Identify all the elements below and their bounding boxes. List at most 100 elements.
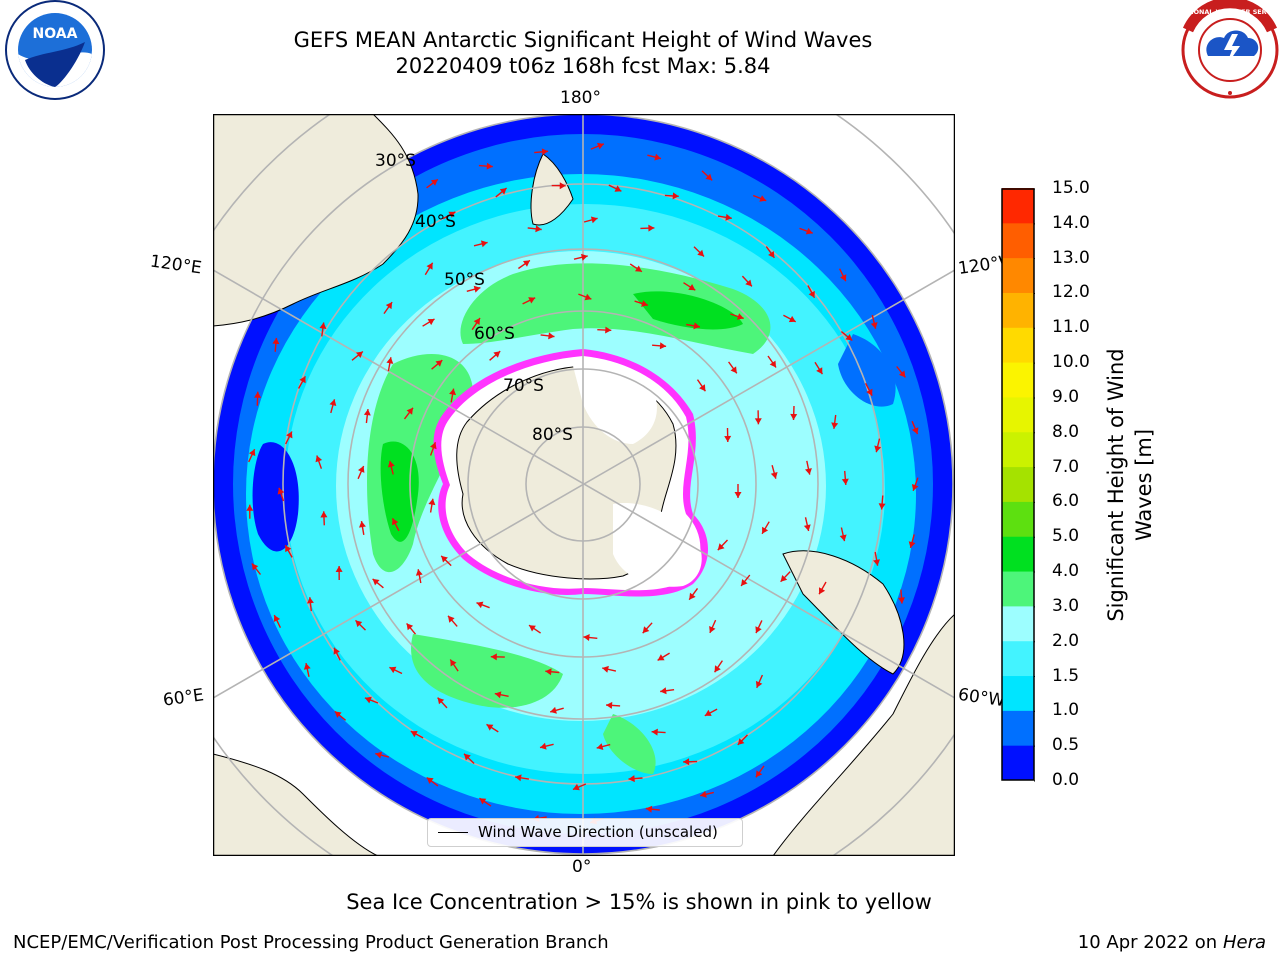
colorbar-tick-label: 7.0 [1052,456,1080,477]
colorbar-cell [1002,431,1034,468]
colorbar-cell [1002,188,1034,224]
wind-arrow-head [426,777,434,784]
wind-arrow-head [697,249,704,257]
wind-arrow-head [597,142,604,150]
lon-label-180: 180° [560,88,601,108]
wind-arrow-head [755,680,763,688]
wind-wave-arrows [246,142,919,825]
colorbar-tick-label: 8.0 [1052,421,1080,442]
colorbar-tick-label: 9.0 [1052,386,1080,407]
wind-arrow-head [333,647,340,655]
chart-title: GEFS MEAN Antarctic Significant Height o… [293,28,873,52]
wind-arrow-head [672,192,679,200]
wind-arrow-head [430,179,438,186]
colorbar-cell [1002,466,1034,502]
wind-arrow-head [535,225,542,233]
wind-arrow-head [819,587,826,595]
wind-arrow-head [724,435,732,442]
wind-arrow-head [911,484,919,491]
wind-arrow-head [762,526,769,534]
wind-arrow-head [699,384,706,392]
lon-label-120e: 120°E [148,251,203,279]
lat-label-30s: 30°S [375,151,416,171]
colorbar-tick-label: 5.0 [1052,526,1080,547]
wind-arrow-head [614,185,622,192]
wind-arrow-head [473,318,480,325]
wind-arrow-head [841,478,849,485]
wind-arrow-head [660,687,667,695]
colorbar [1001,188,1035,782]
colorbar-tick-label: 12.0 [1052,282,1090,303]
wind-arrow-head [845,334,853,341]
lat-label-40s: 40°S [415,212,456,232]
wind-arrow-head [449,388,456,396]
wind-arrow-head [359,521,366,528]
lat-label-50s: 50°S [444,270,485,290]
wind-arrow-head [448,615,455,623]
wind-arrow-head [430,442,437,450]
wind-arrow-head [329,399,337,406]
wind-arrow-head [389,666,397,674]
wind-arrow-head [700,790,707,798]
wind-arrow-head [529,625,536,632]
colorbar-cell [1002,501,1034,537]
wind-arrow-head [428,498,436,506]
wind-arrow-head [550,706,557,714]
colorbar-cell [1002,536,1034,572]
wind-arrow-head [596,743,604,750]
wind-arrow-head [307,597,314,604]
wind-arrow-head [285,545,292,553]
wind-arrow-head [805,227,813,235]
wind-arrow-head [736,313,744,320]
wind-arrow-head [755,626,762,634]
wind-arrow-head [363,409,371,416]
wind-arrow-head [689,592,696,600]
wind-arrow-head [754,418,762,425]
wind-arrow-head [648,224,655,232]
lat-label-60s: 60°S [474,324,515,344]
wind-arrow-head [528,297,536,304]
date-text: 10 Apr 2022 on [1077,932,1223,953]
wind-arrow-head [780,575,788,582]
wind-arrow-head [768,251,775,258]
wind-arrow-head [770,472,778,479]
colorbar-cell [1002,292,1034,328]
wind-arrow-head [878,503,886,510]
wind-arrow-head [688,284,696,291]
wind-arrow-head [541,148,549,156]
generation-date: 10 Apr 2022 on Hera [1078,932,1266,953]
wind-arrow-head [523,260,530,267]
colorbar-tick-label: 0.0 [1052,770,1080,790]
wind-arrow-head [277,487,285,495]
colorbar-cell [1002,327,1034,363]
wind-arrow-head [651,728,658,736]
wind-arrow-head [334,711,342,718]
colorbar-tick-label: 2.0 [1052,630,1080,651]
wind-arrow-head [375,751,382,759]
wind-arrow-head [450,659,457,667]
colorbar-cell [1002,222,1034,259]
wind-arrow-head [583,634,590,641]
wind-arrow-head [911,427,919,435]
wind-arrow-head [816,367,823,375]
colorbar-cell [1002,745,1034,781]
wind-arrow-head [315,455,323,463]
wind-arrow-head [581,253,588,261]
wind-arrow-head [448,211,456,218]
lon-label-60w: 60°W [956,684,1007,712]
colorbar-tick-label: 13.0 [1052,247,1090,268]
lat-label-70s: 70°S [503,376,544,396]
colorbar-tick-label: 10.0 [1052,352,1090,373]
wind-arrow-head [319,322,327,329]
wind-arrow-head [335,566,343,572]
legend-line-icon [438,832,468,833]
wind-arrow-head [364,696,372,704]
wind-arrow-head [605,326,612,334]
wind-arrow-head [898,597,905,604]
wind-arrow-head [386,357,394,364]
wind-arrow-head [839,534,847,542]
wind-arrow-head [410,731,418,738]
colorbar-tick-label: 3.0 [1052,595,1080,616]
producer-credit: NCEP/EMC/Verification Post Processing Pr… [13,932,609,953]
wind-arrow-head [866,388,873,396]
